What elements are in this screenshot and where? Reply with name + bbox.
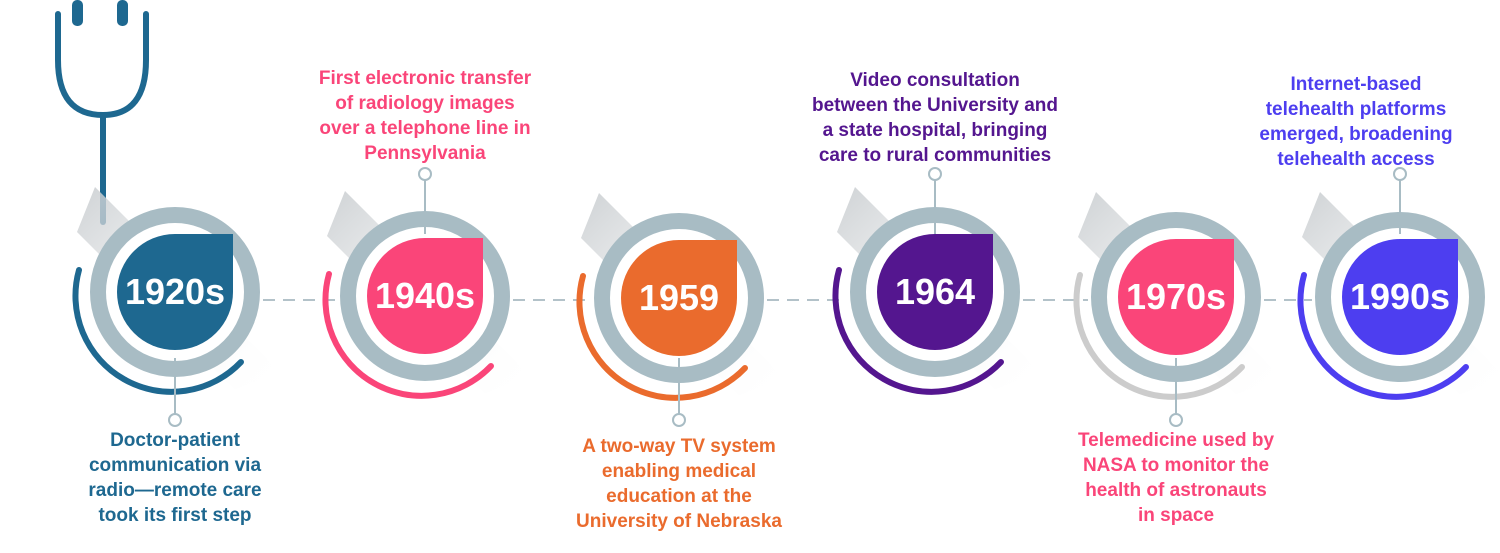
node-arc [832, 267, 1004, 395]
node-arc [72, 267, 244, 395]
node-badge [1342, 239, 1458, 355]
timeline-node [576, 193, 784, 427]
node-badge [621, 240, 737, 356]
timeline-node [322, 167, 530, 399]
node-badge [367, 238, 483, 354]
event-caption: Telemedicine used by NASA to monitor the… [1077, 430, 1275, 526]
node-arc [1297, 272, 1469, 400]
pin-dot [418, 167, 432, 181]
event-caption: Internet-based telehealth platforms emer… [1259, 74, 1453, 170]
year-label: 1959 [638, 277, 720, 318]
node-arc [1073, 272, 1245, 400]
event-caption: Doctor-patient communication via radio—r… [88, 430, 262, 526]
node-badge [117, 234, 233, 350]
pin-dot [1393, 167, 1407, 181]
year-label: 1970s [1125, 276, 1227, 317]
node-badge [877, 234, 993, 350]
node-badge [1118, 239, 1234, 355]
timeline-node [1073, 192, 1281, 427]
event-caption: First electronic transfer of radiology i… [318, 68, 532, 164]
node-arc [576, 273, 748, 401]
pin-dot [168, 413, 182, 427]
year-label: 1940s [374, 275, 476, 316]
event-caption: A two-way TV system enabling medical edu… [576, 436, 782, 532]
event-caption: Video consultation between the Universit… [811, 70, 1058, 166]
timeline-node [1297, 167, 1500, 400]
node-arc [322, 271, 494, 399]
pin-dot [672, 413, 686, 427]
year-label: 1920s [124, 271, 226, 312]
timeline-node [72, 187, 280, 427]
pin-dot [928, 167, 942, 181]
pin-dot [1169, 413, 1183, 427]
stethoscope-icon [55, 0, 149, 225]
timeline-node [832, 167, 1040, 395]
year-label: 1990s [1349, 276, 1451, 317]
year-label: 1964 [894, 271, 976, 312]
